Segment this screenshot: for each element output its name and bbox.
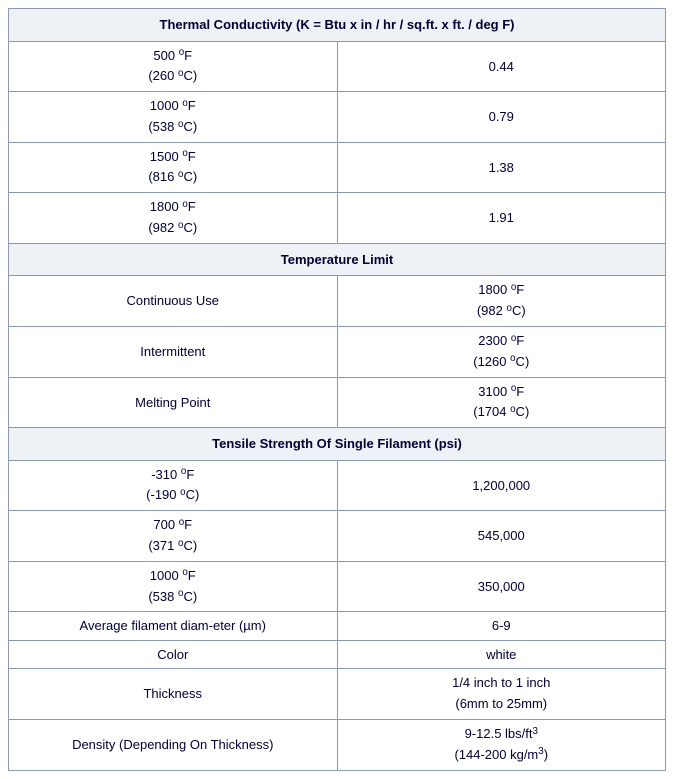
thermal-temp-cell: 500 oF (260 oC)	[9, 41, 338, 92]
temp-limit-label: Intermittent	[9, 326, 338, 377]
thermal-value-cell: 1.91	[337, 193, 666, 244]
tensile-temp-cell: -310 oF (-190 oC)	[9, 460, 338, 511]
extra-label: Average filament diam-eter (µm)	[9, 612, 338, 641]
table-body: Thermal Conductivity (K = Btu x in / hr …	[9, 9, 666, 771]
extra-label: Color	[9, 640, 338, 669]
extra-value: 9-12.5 lbs/ft3 (144-200 kg/m3)	[337, 720, 666, 771]
tensile-header: Tensile Strength Of Single Filament (psi…	[9, 428, 666, 461]
temp-limit-header: Temperature Limit	[9, 243, 666, 276]
table-row: 1500 oF (816 oC) 1.38	[9, 142, 666, 193]
properties-table: Thermal Conductivity (K = Btu x in / hr …	[8, 8, 666, 771]
temp-limit-label: Continuous Use	[9, 276, 338, 327]
tensile-value-cell: 545,000	[337, 511, 666, 562]
section-header-row: Thermal Conductivity (K = Btu x in / hr …	[9, 9, 666, 42]
thermal-value-cell: 0.44	[337, 41, 666, 92]
table-row: 500 oF (260 oC) 0.44	[9, 41, 666, 92]
tensile-value-cell: 1,200,000	[337, 460, 666, 511]
section-header-row: Temperature Limit	[9, 243, 666, 276]
table-row: Average filament diam-eter (µm) 6-9	[9, 612, 666, 641]
temp-limit-value: 3100 oF (1704 oC)	[337, 377, 666, 428]
temp-limit-label: Melting Point	[9, 377, 338, 428]
temp-limit-value: 1800 oF (982 oC)	[337, 276, 666, 327]
extra-label: Thickness	[9, 669, 338, 720]
extra-value: 6-9	[337, 612, 666, 641]
table-row: 1800 oF (982 oC) 1.91	[9, 193, 666, 244]
table-row: -310 oF (-190 oC) 1,200,000	[9, 460, 666, 511]
table-row: Melting Point 3100 oF (1704 oC)	[9, 377, 666, 428]
table-row: 1000 oF (538 oC) 0.79	[9, 92, 666, 143]
extra-value: 1/4 inch to 1 inch (6mm to 25mm)	[337, 669, 666, 720]
table-row: Color white	[9, 640, 666, 669]
table-row: 1000 oF (538 oC) 350,000	[9, 561, 666, 612]
section-header-row: Tensile Strength Of Single Filament (psi…	[9, 428, 666, 461]
thermal-temp-cell: 1000 oF (538 oC)	[9, 92, 338, 143]
thermal-value-cell: 1.38	[337, 142, 666, 193]
thermal-header: Thermal Conductivity (K = Btu x in / hr …	[9, 9, 666, 42]
table-row: Intermittent 2300 oF (1260 oC)	[9, 326, 666, 377]
table-row: 700 oF (371 oC) 545,000	[9, 511, 666, 562]
table-row: Density (Depending On Thickness) 9-12.5 …	[9, 720, 666, 771]
temp-limit-value: 2300 oF (1260 oC)	[337, 326, 666, 377]
thermal-temp-cell: 1500 oF (816 oC)	[9, 142, 338, 193]
tensile-temp-cell: 1000 oF (538 oC)	[9, 561, 338, 612]
extra-value: white	[337, 640, 666, 669]
tensile-value-cell: 350,000	[337, 561, 666, 612]
tensile-temp-cell: 700 oF (371 oC)	[9, 511, 338, 562]
table-row: Continuous Use 1800 oF (982 oC)	[9, 276, 666, 327]
extra-label: Density (Depending On Thickness)	[9, 720, 338, 771]
table-row: Thickness 1/4 inch to 1 inch (6mm to 25m…	[9, 669, 666, 720]
thermal-value-cell: 0.79	[337, 92, 666, 143]
thermal-temp-cell: 1800 oF (982 oC)	[9, 193, 338, 244]
